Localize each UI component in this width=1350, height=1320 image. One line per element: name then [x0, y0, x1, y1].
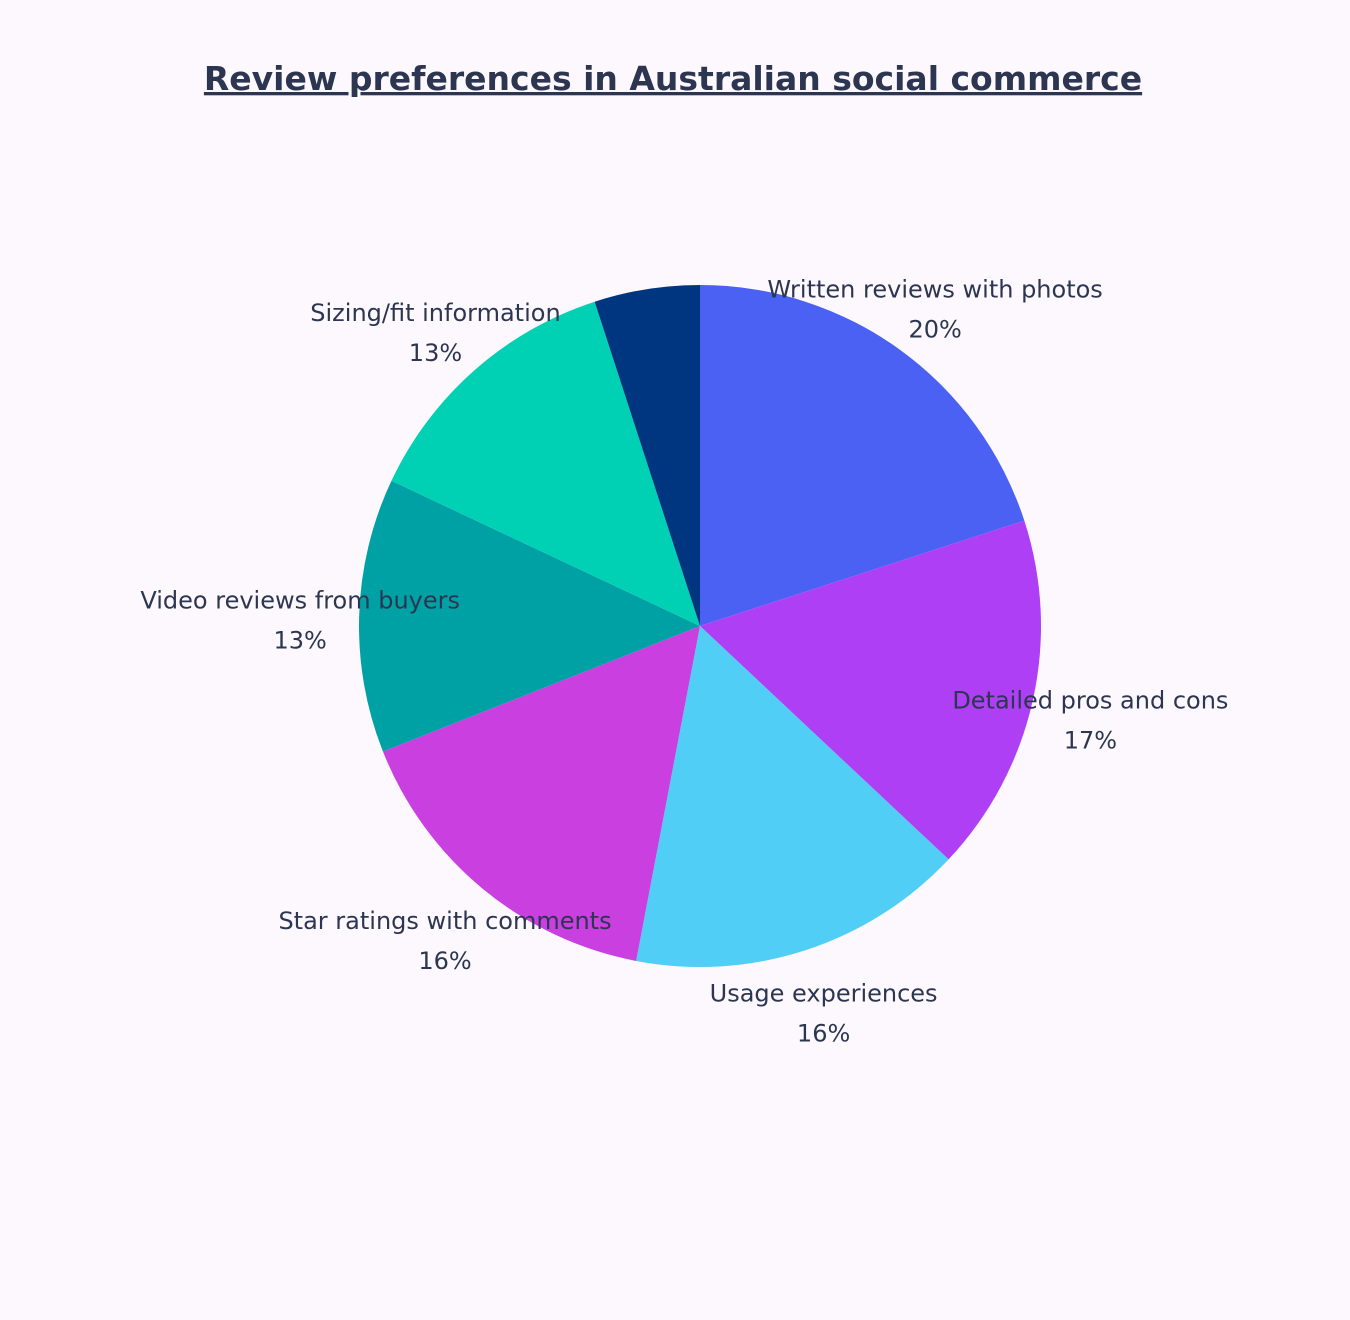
pie-slice: [594, 285, 700, 626]
pie-slice: [700, 285, 1025, 626]
pie-slice: [700, 520, 1041, 860]
pie-slices: [359, 285, 1041, 967]
slice-label: Sizing/fit information: [310, 299, 560, 327]
slice-value-label: 16%: [418, 947, 471, 975]
pie-slice: [382, 626, 700, 961]
slice-value-label: 20%: [908, 315, 961, 343]
slice-label: Usage experiences: [710, 979, 938, 1007]
chart-title: Review preferences in Australian social …: [204, 59, 1142, 98]
slice-value-label: 17%: [1064, 726, 1117, 754]
slice-label: Written reviews with photos: [767, 275, 1102, 303]
slice-label-group: Usage experiences 16%: [710, 979, 938, 1047]
slice-value-label: 13%: [409, 339, 462, 367]
pie-slice: [359, 480, 700, 752]
slice-label-group: Written reviews with photos 20%: [767, 275, 1102, 343]
slice-value-label: 16%: [797, 1019, 850, 1047]
pie-slice: [391, 301, 700, 626]
slice-label: Video reviews from buyers: [140, 586, 460, 614]
slice-label: Detailed pros and cons: [952, 686, 1228, 714]
slice-label-group: Sizing/fit information 13%: [310, 299, 560, 367]
pie-labels: Written reviews with photos 20% Detailed p…: [140, 275, 1228, 1047]
slice-label-group: Video reviews from buyers 13%: [140, 586, 460, 654]
slice-label: Star ratings with comments: [278, 907, 611, 935]
slice-label-group: Detailed pros and cons 17%: [952, 686, 1228, 754]
slice-label-group: Star ratings with comments 16%: [278, 907, 611, 975]
slice-value-label: 13%: [274, 626, 327, 654]
pie-slice: [636, 626, 949, 967]
